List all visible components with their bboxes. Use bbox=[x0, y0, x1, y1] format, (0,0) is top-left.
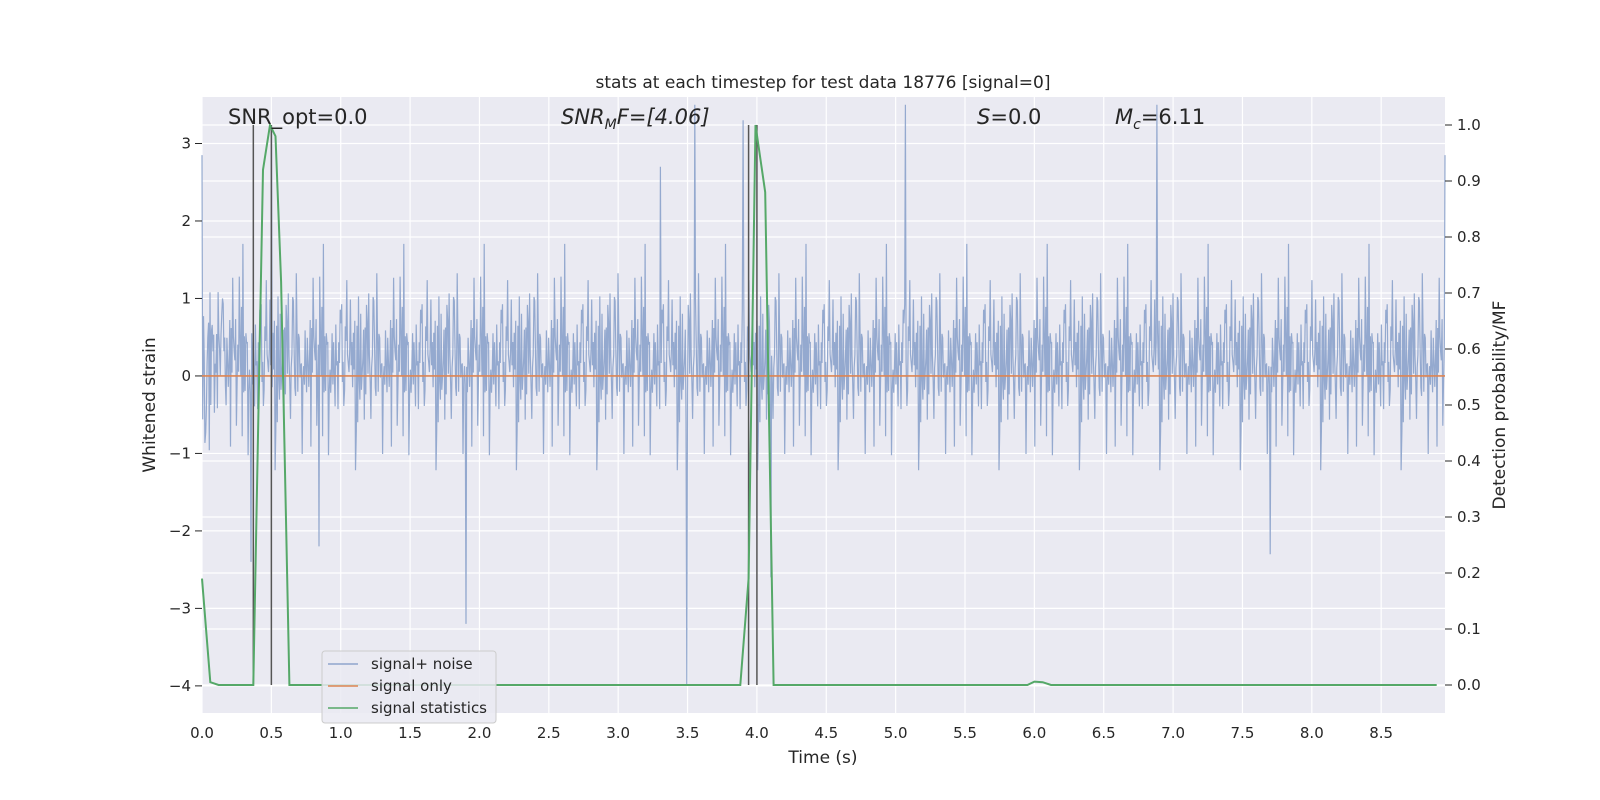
right-y-tick-label: 0.4 bbox=[1457, 452, 1481, 470]
left-y-axis-ticks: 3 2 1 0 −1 −2 −3 −4 bbox=[169, 134, 202, 695]
x-tick-label: 7.0 bbox=[1161, 724, 1185, 742]
right-y-tick-label: 0.7 bbox=[1457, 284, 1481, 302]
right-y-axis-ticks: 1.0 0.9 0.8 0.7 0.6 0.5 0.4 0.3 0.2 0.1 0.0 bbox=[1445, 116, 1481, 694]
x-tick-label: 0.0 bbox=[190, 724, 214, 742]
left-y-tick-label: 1 bbox=[181, 289, 191, 307]
x-tick-label: 8.5 bbox=[1369, 724, 1393, 742]
x-tick-label: 0.5 bbox=[259, 724, 283, 742]
right-y-tick-label: 0.5 bbox=[1457, 396, 1481, 414]
x-tick-label: 4.5 bbox=[814, 724, 838, 742]
left-y-tick-label: −3 bbox=[169, 599, 191, 617]
left-y-tick-label: −2 bbox=[169, 522, 191, 540]
signal-noise-series bbox=[201, 104, 1446, 686]
right-y-tick-label: 0.1 bbox=[1457, 620, 1481, 638]
signal-statistics-line bbox=[201, 121, 1437, 686]
right-y-tick-label: 1.0 bbox=[1457, 116, 1481, 134]
chart-title: stats at each timestep for test data 187… bbox=[596, 73, 1051, 93]
x-tick-label: 1.5 bbox=[398, 724, 422, 742]
x-tick-label: 6.0 bbox=[1022, 724, 1046, 742]
x-axis-label: Time (s) bbox=[787, 748, 857, 768]
x-tick-label: 2.5 bbox=[537, 724, 561, 742]
s-annotation: S=0.0 bbox=[977, 105, 1041, 129]
signal-statistics-series bbox=[201, 121, 1437, 686]
right-y-tick-label: 0.8 bbox=[1457, 228, 1481, 246]
right-y-tick-label: 0.0 bbox=[1457, 676, 1481, 694]
x-axis-ticks: 0.0 0.5 1.0 1.5 2.0 2.5 3.0 3.5 4.0 4.5 5.0 5.5 6.0 6… bbox=[190, 724, 1393, 742]
detection-vertical-lines bbox=[252, 125, 758, 685]
legend: signal+ noise signal only signal statist… bbox=[321, 650, 497, 724]
x-tick-label: 7.5 bbox=[1231, 724, 1255, 742]
left-y-tick-label: 3 bbox=[181, 134, 191, 152]
left-y-tick-label: 0 bbox=[181, 367, 191, 385]
x-tick-label: 3.0 bbox=[606, 724, 630, 742]
legend-label-signal-only: signal only bbox=[371, 677, 452, 695]
snr-opt-annotation: SNR_opt=0.0 bbox=[228, 105, 368, 130]
left-y-tick-label: 2 bbox=[181, 212, 191, 230]
right-y-tick-label: 0.2 bbox=[1457, 564, 1481, 582]
legend-box bbox=[321, 650, 497, 724]
right-y-tick-label: 0.3 bbox=[1457, 508, 1481, 526]
snr-mf-annotation: SNRMF=[4.06] bbox=[561, 105, 710, 133]
legend-label-signal-noise: signal+ noise bbox=[371, 655, 473, 673]
legend-label-signal-statistics: signal statistics bbox=[371, 699, 487, 717]
x-tick-label: 1.0 bbox=[329, 724, 353, 742]
x-tick-label: 8.0 bbox=[1300, 724, 1324, 742]
mc-annotation: Mc=6.11 bbox=[1115, 105, 1205, 133]
x-tick-label: 4.0 bbox=[745, 724, 769, 742]
left-y-tick-label: −1 bbox=[169, 444, 191, 462]
signal-noise-line bbox=[201, 104, 1446, 686]
x-tick-label: 2.0 bbox=[468, 724, 492, 742]
x-tick-label: 5.5 bbox=[953, 724, 977, 742]
left-y-axis-label: Whitened strain bbox=[140, 337, 160, 472]
x-tick-label: 5.0 bbox=[884, 724, 908, 742]
right-y-tick-label: 0.9 bbox=[1457, 172, 1481, 190]
x-tick-label: 6.5 bbox=[1092, 724, 1116, 742]
x-tick-label: 3.5 bbox=[676, 724, 700, 742]
right-y-tick-label: 0.6 bbox=[1457, 340, 1481, 358]
left-y-tick-label: −4 bbox=[169, 677, 191, 695]
right-y-axis-label: Detection probability/MF bbox=[1490, 301, 1510, 510]
